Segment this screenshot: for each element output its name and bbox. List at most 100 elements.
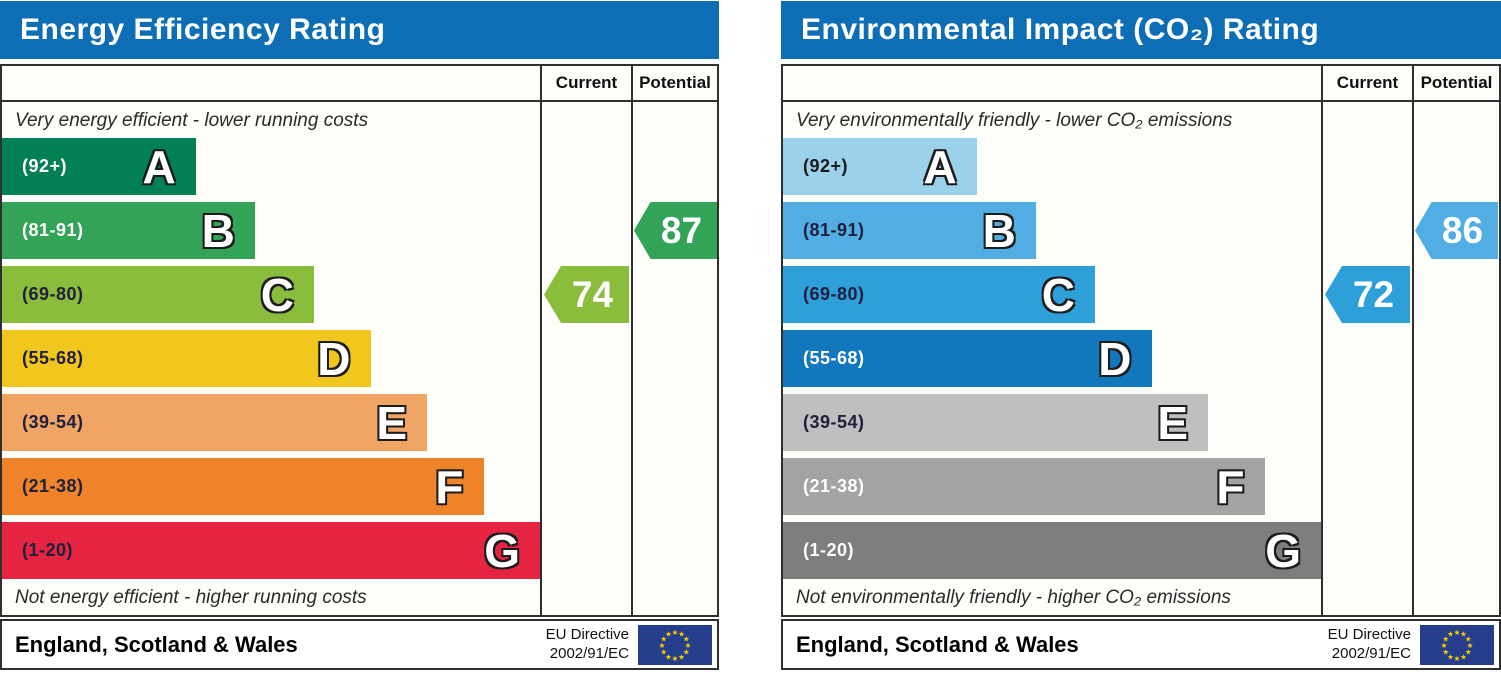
band-a: (92+) A — [783, 138, 977, 195]
band-range: (92+) — [803, 156, 849, 176]
region-label: England, Scotland & Wales — [796, 631, 1079, 657]
svg-text:★: ★ — [1467, 641, 1474, 650]
band-g: (1-20) G — [2, 522, 540, 579]
eu-directive-label: EU Directive 2002/91/EC — [1328, 626, 1420, 664]
svg-text:★: ★ — [1465, 647, 1472, 656]
band-c: (69-80) C — [2, 266, 315, 323]
band-letter: A — [141, 140, 177, 193]
band-g: (1-20) G — [783, 522, 1321, 579]
eu-directive-line2: 2002/91/EC — [1331, 644, 1411, 662]
potential-rating-value: 86 — [1441, 209, 1484, 251]
energy-chart-title: Energy Efficiency Rating — [0, 1, 719, 59]
band-letter: C — [260, 268, 296, 321]
current-rating-value: 74 — [571, 273, 614, 315]
svg-text:★: ★ — [672, 654, 679, 663]
energy-chart-footer: England, Scotland & Wales EU Directive 2… — [0, 619, 719, 670]
energy-chart-column-headers: Current Potential — [2, 66, 717, 102]
band-range: (39-54) — [22, 412, 84, 432]
svg-text:★: ★ — [665, 629, 672, 638]
band-f: (21-38) F — [2, 458, 484, 515]
column-header-potential: Potential — [631, 66, 717, 100]
bottom-caption: Not environmentally friendly - higher CO… — [796, 587, 1231, 608]
band-letter: A — [922, 140, 958, 193]
top-caption: Very energy efficient - lower running co… — [15, 110, 369, 131]
potential-rating-arrow: 86 — [1415, 202, 1498, 259]
svg-text:★: ★ — [678, 629, 685, 638]
band-b: (81-91) B — [2, 202, 255, 259]
band-range: (55-68) — [22, 348, 84, 368]
band-letter: E — [1156, 396, 1189, 449]
svg-text:★: ★ — [1460, 629, 1467, 638]
current-rating-arrow: 74 — [544, 266, 629, 323]
svg-text:★: ★ — [672, 628, 679, 637]
column-divider — [1412, 102, 1414, 615]
current-rating-arrow: 72 — [1325, 266, 1410, 323]
top-caption: Very environmentally friendly - lower CO… — [796, 110, 1233, 131]
svg-text:★: ★ — [678, 652, 685, 661]
svg-text:★: ★ — [683, 634, 690, 643]
band-range: (1-20) — [22, 540, 74, 560]
band-letter: D — [316, 332, 352, 385]
environmental-chart-grid: Current Potential Very environmentally f… — [781, 64, 1501, 617]
column-divider — [631, 102, 633, 615]
column-divider — [1321, 102, 1323, 615]
eu-flag-icon: ★ ★★ ★★★ ★★★ ★★★ — [1420, 624, 1494, 665]
eu-directive-label: EU Directive 2002/91/EC — [546, 626, 638, 664]
environmental-bands: (92+) A (81-91) B (69-80) C (55-68) D — [783, 138, 1321, 586]
svg-text:★: ★ — [1454, 628, 1461, 637]
environmental-chart-title: Environmental Impact (CO₂) Rating — [781, 1, 1501, 59]
svg-text:★: ★ — [660, 634, 667, 643]
environmental-chart-body: Very environmentally friendly - lower CO… — [783, 102, 1499, 615]
band-b: (81-91) B — [783, 202, 1036, 259]
header-spacer — [2, 66, 540, 100]
band-range: (92+) — [22, 156, 68, 176]
environmental-impact-chart: Environmental Impact (CO₂) Rating Curren… — [781, 1, 1501, 670]
column-divider — [540, 102, 542, 615]
band-range: (39-54) — [803, 412, 865, 432]
potential-rating-arrow: 87 — [634, 202, 717, 259]
band-range: (81-91) — [22, 220, 84, 240]
svg-text:★: ★ — [683, 647, 690, 656]
svg-text:★: ★ — [1442, 647, 1449, 656]
environmental-chart-column-headers: Current Potential — [783, 66, 1499, 102]
band-f: (21-38) F — [783, 458, 1265, 515]
header-spacer — [783, 66, 1321, 100]
band-range: (21-38) — [803, 476, 865, 496]
eu-directive-line2: 2002/91/EC — [549, 644, 629, 662]
band-letter: G — [483, 524, 521, 577]
band-letter: G — [1264, 524, 1302, 577]
energy-chart-grid: Current Potential Very energy efficient … — [0, 64, 719, 617]
column-header-potential: Potential — [1412, 66, 1499, 100]
energy-bands: (92+) A (81-91) B (69-80) C (55-68) D — [2, 138, 540, 586]
eu-directive-line1: EU Directive — [1327, 625, 1411, 643]
band-range: (69-80) — [803, 284, 865, 304]
band-range: (1-20) — [803, 540, 855, 560]
band-e: (39-54) E — [783, 394, 1209, 451]
band-letter: E — [375, 396, 408, 449]
band-letter: B — [981, 204, 1017, 257]
band-e: (39-54) E — [2, 394, 428, 451]
svg-text:★: ★ — [1441, 641, 1448, 650]
svg-text:★: ★ — [1447, 652, 1454, 661]
energy-efficiency-chart: Energy Efficiency Rating Current Potenti… — [0, 1, 719, 670]
environmental-chart-footer: England, Scotland & Wales EU Directive 2… — [781, 619, 1501, 670]
band-letter: C — [1041, 268, 1077, 321]
band-c: (69-80) C — [783, 266, 1096, 323]
band-range: (69-80) — [22, 284, 84, 304]
svg-text:★: ★ — [685, 641, 692, 650]
band-a: (92+) A — [2, 138, 196, 195]
svg-text:★: ★ — [1454, 654, 1461, 663]
column-header-current: Current — [540, 66, 631, 100]
region-label: England, Scotland & Wales — [15, 631, 298, 657]
band-letter: D — [1097, 332, 1133, 385]
svg-text:★: ★ — [1447, 629, 1454, 638]
band-letter: B — [200, 204, 236, 257]
band-range: (81-91) — [803, 220, 865, 240]
band-letter: F — [1215, 460, 1246, 513]
svg-text:★: ★ — [1442, 634, 1449, 643]
svg-text:★: ★ — [659, 641, 666, 650]
band-letter: F — [434, 460, 465, 513]
potential-rating-value: 87 — [660, 209, 703, 251]
svg-text:★: ★ — [1460, 652, 1467, 661]
